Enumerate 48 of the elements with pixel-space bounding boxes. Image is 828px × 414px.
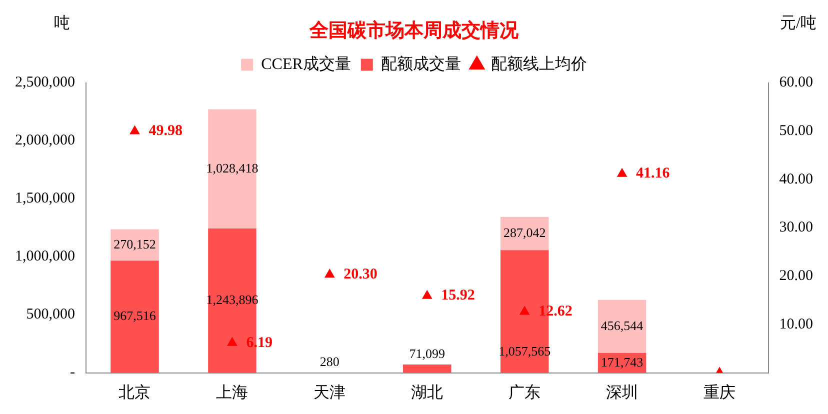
x-tick-label: 湖北: [411, 384, 444, 402]
data-label: 270,152: [114, 236, 156, 252]
data-label: 280: [320, 354, 340, 370]
data-label: 171,743: [600, 354, 644, 370]
data-label: 456,544: [600, 318, 644, 333]
point: [324, 269, 334, 278]
point: [617, 168, 627, 177]
x-tick-label: 广东: [508, 384, 541, 402]
data-label: 15.92: [441, 288, 475, 304]
legend-label: 配额线上均价: [490, 55, 587, 74]
x-tick-label: 天津: [314, 384, 346, 402]
legend-label: CCER成交量: [261, 55, 351, 74]
data-label: 49.98: [148, 123, 182, 140]
y-tick-label: 1,000,000: [15, 248, 75, 265]
y-tick-label: 1,500,000: [15, 190, 75, 207]
y2-tick-label: 50.00: [779, 123, 813, 140]
data-label: 20.30: [344, 266, 378, 283]
point: [227, 337, 238, 346]
data-label: 41.16: [636, 166, 670, 182]
point: [130, 126, 140, 134]
x-tick-label: 上海: [216, 384, 248, 402]
data-label: 287,042: [503, 224, 546, 240]
bar: [208, 109, 256, 229]
bar: [110, 229, 159, 261]
y2-tick-label: 40.00: [779, 171, 813, 188]
x-tick-label: 深圳: [606, 384, 638, 402]
y2-tick-label: 10.00: [779, 316, 813, 332]
y-tick-label: 2,000,000: [15, 132, 75, 149]
point: [422, 290, 432, 299]
y-tick-label: 2,500,000: [15, 74, 75, 91]
y2-tick-label: 20.00: [779, 268, 813, 284]
y2-tick-label: 60.00: [779, 74, 813, 91]
bar: [110, 260, 159, 373]
y-tick-label: -: [70, 364, 75, 381]
y-axis-title: 吨: [54, 14, 70, 32]
y2-axis-title: 元/吨: [780, 14, 816, 32]
data-label: 967,516: [114, 308, 156, 324]
bar: [598, 300, 646, 353]
data-label: 71,099: [409, 346, 445, 361]
x-tick-label: 北京: [118, 384, 151, 402]
legend-label: 配额成交量: [380, 55, 461, 74]
point: [520, 306, 530, 315]
y2-tick-label: 30.00: [779, 220, 813, 236]
y-tick-label: 500,000: [26, 306, 75, 323]
bar: [403, 364, 452, 373]
data-label: 1,028,418: [206, 160, 258, 176]
x-tick-label: 重庆: [704, 384, 736, 402]
chart-title: 全国碳市场本周成交情况: [308, 19, 520, 42]
